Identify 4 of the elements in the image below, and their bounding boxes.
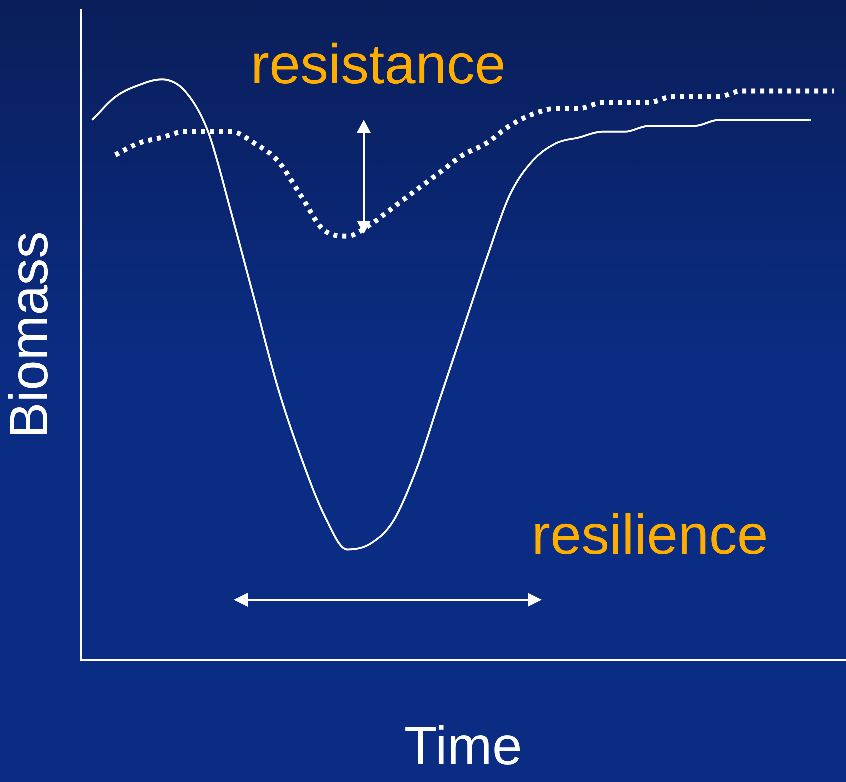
annotation: resilience — [532, 502, 768, 566]
y-axis-title: Biomass — [0, 231, 60, 439]
annotation: resistance — [250, 32, 506, 96]
x-axis-title: Time — [404, 716, 522, 776]
